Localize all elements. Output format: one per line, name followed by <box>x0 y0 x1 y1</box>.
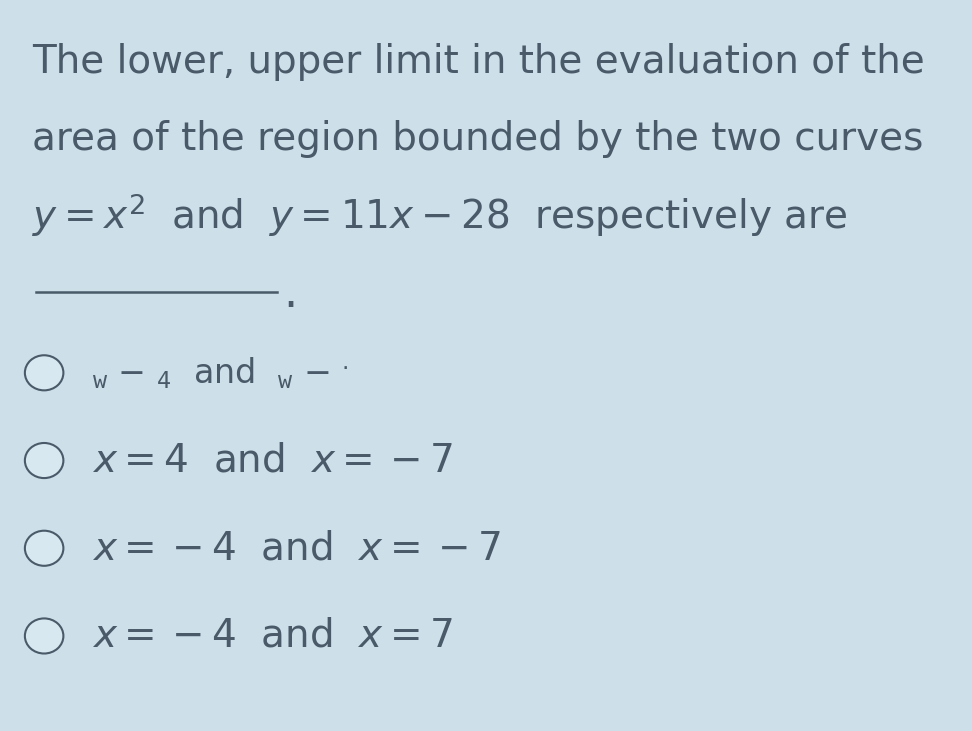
Text: $x = 4$  and  $x = -7$: $x = 4$ and $x = -7$ <box>92 442 453 480</box>
Text: area of the region bounded by the two curves: area of the region bounded by the two cu… <box>32 120 923 158</box>
Text: $x = -4$  and  $x = 7$: $x = -4$ and $x = 7$ <box>92 617 453 655</box>
Circle shape <box>25 618 63 654</box>
Circle shape <box>25 443 63 478</box>
Circle shape <box>25 531 63 566</box>
Text: The lower, upper limit in the evaluation of the: The lower, upper limit in the evaluation… <box>32 43 924 81</box>
Text: $y = x^2$  and  $y = 11x - 28$  respectively are: $y = x^2$ and $y = 11x - 28$ respectivel… <box>32 192 848 240</box>
Text: .: . <box>283 273 297 316</box>
Text: $x = -4$  and  $x = -7$: $x = -4$ and $x = -7$ <box>92 529 501 567</box>
Circle shape <box>25 355 63 390</box>
Text: $_\mathtt{w}$ $-$ $_\mathtt{4}$  and  $_\mathtt{w}$ $-$ $^{.}$: $_\mathtt{w}$ $-$ $_\mathtt{4}$ and $_\m… <box>92 355 349 390</box>
